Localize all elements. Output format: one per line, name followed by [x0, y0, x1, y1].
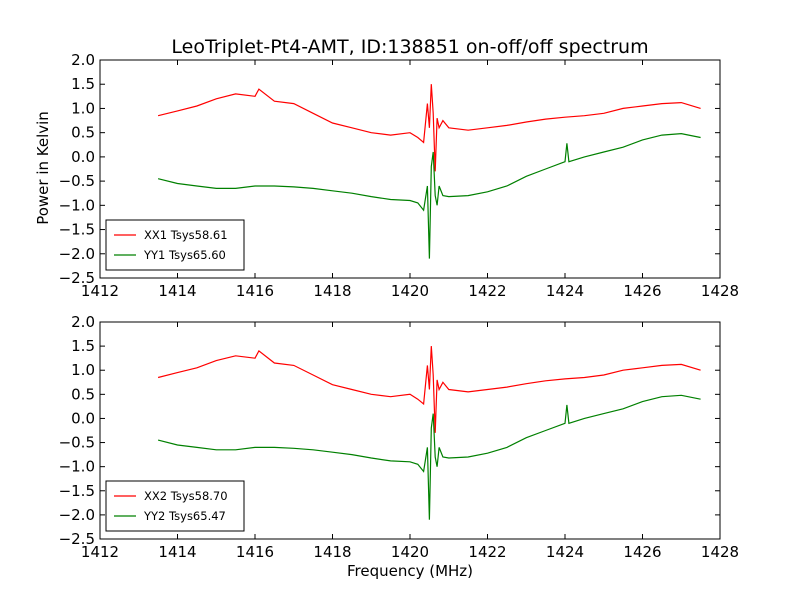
y-tick-label: −2.5 — [59, 269, 95, 287]
y-tick-label: 0.0 — [71, 409, 95, 427]
legend-label: YY2 Tsys65.47 — [143, 509, 226, 523]
x-tick-label: 1418 — [313, 282, 351, 300]
legend-box — [105, 219, 245, 271]
y-tick-label: −0.5 — [59, 172, 95, 190]
y-tick-label: −2.0 — [59, 506, 95, 524]
series-line-yy1 — [157, 132, 701, 259]
y-tick-label: −1.0 — [59, 458, 95, 476]
legend-label: XX1 Tsys58.61 — [144, 228, 228, 242]
y-tick-label: −0.5 — [59, 434, 95, 452]
x-tick-label: 1426 — [623, 543, 661, 561]
y-tick-label: −1.5 — [59, 221, 95, 239]
series-line-xx1 — [157, 84, 701, 172]
y-tick-label: 1.0 — [71, 361, 95, 379]
y-tick-label: −2.5 — [59, 530, 95, 548]
x-tick-label: 1416 — [236, 543, 274, 561]
x-tick-label: 1412 — [81, 543, 119, 561]
legend-label: YY1 Tsys65.60 — [143, 248, 226, 262]
x-axis-label: Frequency (MHz) — [347, 562, 473, 580]
legend-box — [105, 480, 245, 532]
top-panel: 1412 1414 1416 1418 1420 1422 1424 1426 1428 2.0 1… — [59, 51, 740, 300]
x-tick-label: 1422 — [468, 543, 506, 561]
x-tick-label: 1426 — [623, 282, 661, 300]
figure-title: LeoTriplet-Pt4-AMT, ID:138851 on-off/off… — [171, 36, 648, 58]
x-tick-label: 1428 — [701, 543, 739, 561]
x-tick-label: 1420 — [391, 543, 429, 561]
y-tick-label: 0.5 — [71, 385, 95, 403]
x-tick-label: 1420 — [391, 282, 429, 300]
y-tick-label: 1.5 — [71, 75, 95, 93]
x-tick-label: 1412 — [81, 282, 119, 300]
legend-label: XX2 Tsys58.70 — [144, 489, 228, 503]
y-tick-label: −2.0 — [59, 245, 95, 263]
y-tick-label: 0.5 — [71, 124, 95, 142]
x-tick-label: 1424 — [546, 282, 584, 300]
bottom-panel: 1412 1414 1416 1418 1420 1422 1424 1426 1428 2.0 1… — [59, 313, 740, 561]
y-tick-label: −1.5 — [59, 482, 95, 500]
y-tick-label: 1.5 — [71, 337, 95, 355]
x-tick-label: 1428 — [701, 282, 739, 300]
x-tick-label: 1414 — [158, 282, 196, 300]
x-tick-label: 1416 — [236, 282, 274, 300]
y-tick-label: 1.0 — [71, 99, 95, 117]
x-tick-label: 1414 — [158, 543, 196, 561]
y-tick-label: 2.0 — [71, 51, 95, 69]
y-axis-label: Power in Kelvin — [34, 111, 52, 225]
y-tick-label: 2.0 — [71, 313, 95, 331]
x-tick-label: 1418 — [313, 543, 351, 561]
y-tick-label: 0.0 — [71, 148, 95, 166]
series-line-yy2 — [157, 394, 701, 520]
y-tick-label: −1.0 — [59, 196, 95, 214]
series-line-xx2 — [157, 346, 701, 433]
x-tick-label: 1422 — [468, 282, 506, 300]
x-tick-label: 1424 — [546, 543, 584, 561]
